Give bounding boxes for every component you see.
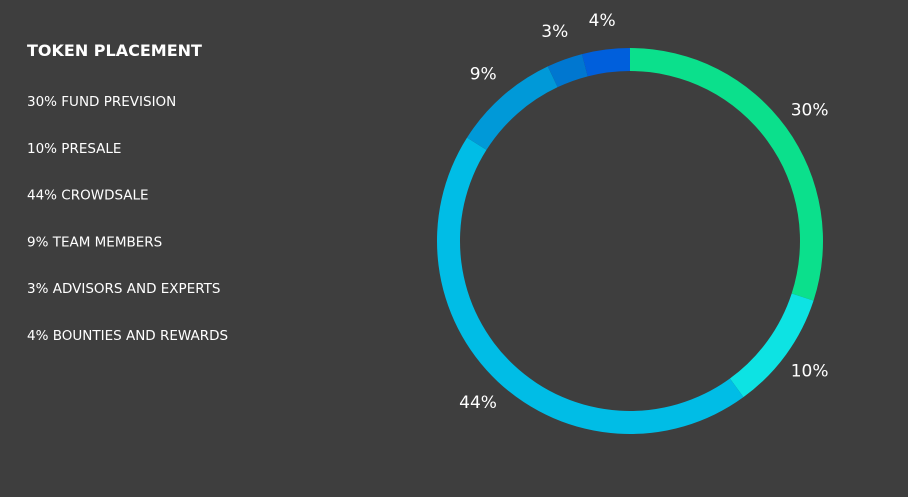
donut-segment <box>729 293 814 398</box>
chart-title: TOKEN PLACEMENT <box>27 41 202 60</box>
legend-item: 3% ADVISORS AND EXPERTS <box>27 281 220 297</box>
segment-label: 4% <box>589 11 616 31</box>
legend-item: 44% CROWDSALE <box>27 188 149 204</box>
donut-segment <box>547 54 588 88</box>
segment-label: 10% <box>791 361 829 381</box>
segment-label: 44% <box>459 393 497 413</box>
legend-item: 10% PRESALE <box>27 141 121 157</box>
segment-label: 30% <box>791 101 829 121</box>
segment-label: 9% <box>470 64 497 84</box>
donut-segment <box>436 137 744 434</box>
segment-label: 3% <box>541 22 568 42</box>
donut-segment <box>630 48 823 301</box>
legend-item: 9% TEAM MEMBERS <box>27 234 162 250</box>
legend-item: 4% BOUNTIES AND REWARDS <box>27 328 228 344</box>
donut-segment <box>582 48 630 77</box>
donut-segment <box>467 66 558 150</box>
legend-item: 30% FUND PREVISION <box>27 94 176 110</box>
